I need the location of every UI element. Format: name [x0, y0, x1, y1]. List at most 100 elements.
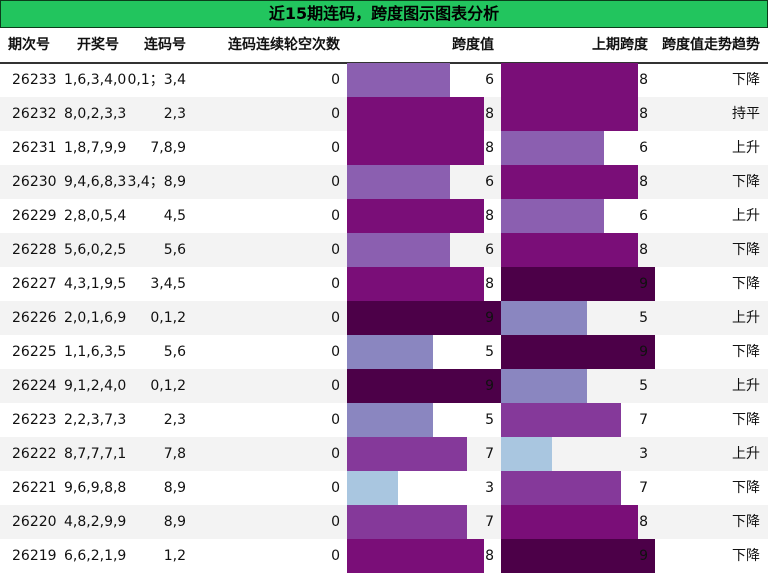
- cell-issue: 26233: [12, 72, 57, 88]
- table-row: 26223 2,2,3,7,3 2,3 0 5 7 下降: [0, 403, 768, 437]
- span-bar: [347, 539, 484, 573]
- cell-consecutive: 5,6: [163, 344, 186, 360]
- table-row: 26220 4,8,2,9,9 8,9 0 7 8 下降: [0, 505, 768, 539]
- prev-span-bar: [501, 165, 638, 199]
- chart-title: 近15期连码，跨度图示图表分析: [0, 0, 768, 28]
- prev-span-bar: [501, 403, 621, 437]
- cell-consecutive: 8,9: [163, 480, 186, 496]
- cell-misses: 0: [331, 446, 340, 462]
- cell-draw: 9,1,2,4,0: [64, 378, 127, 394]
- cell-issue: 26223: [12, 412, 57, 428]
- cell-misses: 0: [331, 412, 340, 428]
- cell-draw: 4,8,2,9,9: [64, 514, 127, 530]
- cell-draw: 1,8,7,9,9: [64, 140, 127, 156]
- cell-issue: 26219: [12, 548, 57, 564]
- cell-issue: 26230: [12, 174, 57, 190]
- table-row: 26227 4,3,1,9,5 3,4,5 0 8 9 下降: [0, 267, 768, 301]
- cell-misses: 0: [331, 480, 340, 496]
- header-misses: 连码连续轮空次数: [228, 37, 340, 53]
- cell-misses: 0: [331, 174, 340, 190]
- span-value-label: 7: [485, 514, 494, 530]
- prev-span-bar: [501, 335, 655, 369]
- span-value-label: 8: [485, 106, 494, 122]
- span-bar: [347, 505, 467, 539]
- prev-span-value-label: 8: [639, 514, 648, 530]
- cell-trend: 下降: [732, 174, 760, 190]
- prev-span-bar: [501, 437, 552, 471]
- cell-misses: 0: [331, 276, 340, 292]
- cell-consecutive: 1,2: [163, 548, 186, 564]
- cell-trend: 下降: [732, 412, 760, 428]
- span-bar: [347, 233, 450, 267]
- cell-consecutive: 7,8,9: [150, 140, 186, 156]
- header-issue: 期次号: [8, 37, 50, 53]
- cell-misses: 0: [331, 310, 340, 326]
- cell-draw: 2,0,1,6,9: [64, 310, 127, 326]
- span-value-label: 5: [485, 412, 494, 428]
- span-bar: [347, 267, 484, 301]
- table-row: 26230 9,4,6,8,3 3,4；8,9 0 6 8 下降: [0, 165, 768, 199]
- cell-misses: 0: [331, 378, 340, 394]
- header-prev-span: 上期跨度: [592, 37, 648, 53]
- cell-misses: 0: [331, 548, 340, 564]
- prev-span-bar: [501, 369, 587, 403]
- prev-span-value-label: 6: [639, 208, 648, 224]
- span-bar: [347, 437, 467, 471]
- table-row: 26222 8,7,7,7,1 7,8 0 7 3 上升: [0, 437, 768, 471]
- prev-span-value-label: 3: [639, 446, 648, 462]
- cell-consecutive: 3,4,5: [150, 276, 186, 292]
- cell-trend: 下降: [732, 480, 760, 496]
- prev-span-bar: [501, 539, 655, 573]
- header-consecutive: 连码号: [144, 37, 186, 53]
- header-draw: 开奖号: [77, 37, 119, 53]
- span-bar: [347, 335, 433, 369]
- cell-draw: 2,8,0,5,4: [64, 208, 127, 224]
- cell-trend: 持平: [732, 106, 760, 122]
- prev-span-value-label: 8: [639, 106, 648, 122]
- cell-draw: 9,4,6,8,3: [64, 174, 127, 190]
- span-value-label: 6: [485, 242, 494, 258]
- cell-misses: 0: [331, 106, 340, 122]
- span-bar: [347, 165, 450, 199]
- prev-span-value-label: 7: [639, 480, 648, 496]
- prev-span-bar: [501, 471, 621, 505]
- cell-misses: 0: [331, 72, 340, 88]
- cell-trend: 下降: [732, 276, 760, 292]
- prev-span-bar: [501, 505, 638, 539]
- cell-issue: 26220: [12, 514, 57, 530]
- span-bar: [347, 471, 398, 505]
- cell-trend: 下降: [732, 242, 760, 258]
- cell-consecutive: 4,5: [163, 208, 186, 224]
- prev-span-value-label: 8: [639, 242, 648, 258]
- cell-consecutive: 7,8: [163, 446, 186, 462]
- cell-misses: 0: [331, 140, 340, 156]
- prev-span-value-label: 5: [639, 310, 648, 326]
- cell-trend: 上升: [732, 446, 760, 462]
- cell-consecutive: 0,1,2: [150, 310, 186, 326]
- table-row: 26233 1,6,3,4,0 0,1；3,4 0 6 8 下降: [0, 63, 768, 97]
- cell-consecutive: 2,3: [163, 412, 186, 428]
- cell-misses: 0: [331, 344, 340, 360]
- cell-draw: 2,2,3,7,3: [64, 412, 127, 428]
- prev-span-bar: [501, 63, 638, 97]
- prev-span-value-label: 8: [639, 174, 648, 190]
- span-value-label: 3: [485, 480, 494, 496]
- span-value-label: 8: [485, 276, 494, 292]
- cell-draw: 1,1,6,3,5: [64, 344, 127, 360]
- table-row: 26224 9,1,2,4,0 0,1,2 0 9 5 上升: [0, 369, 768, 403]
- cell-misses: 0: [331, 514, 340, 530]
- cell-draw: 1,6,3,4,0: [64, 72, 127, 88]
- cell-issue: 26224: [12, 378, 57, 394]
- prev-span-bar: [501, 97, 638, 131]
- cell-trend: 下降: [732, 72, 760, 88]
- header-trend: 跨度值走势趋势: [662, 37, 760, 53]
- table-header: 期次号 开奖号 连码号 连码连续轮空次数 跨度值 上期跨度 跨度值走势趋势: [0, 28, 768, 64]
- cell-issue: 26221: [12, 480, 57, 496]
- cell-trend: 上升: [732, 378, 760, 394]
- cell-draw: 8,0,2,3,3: [64, 106, 127, 122]
- cell-misses: 0: [331, 208, 340, 224]
- table-row: 26228 5,6,0,2,5 5,6 0 6 8 下降: [0, 233, 768, 267]
- prev-span-value-label: 9: [639, 344, 648, 360]
- cell-issue: 26222: [12, 446, 57, 462]
- prev-span-bar: [501, 301, 587, 335]
